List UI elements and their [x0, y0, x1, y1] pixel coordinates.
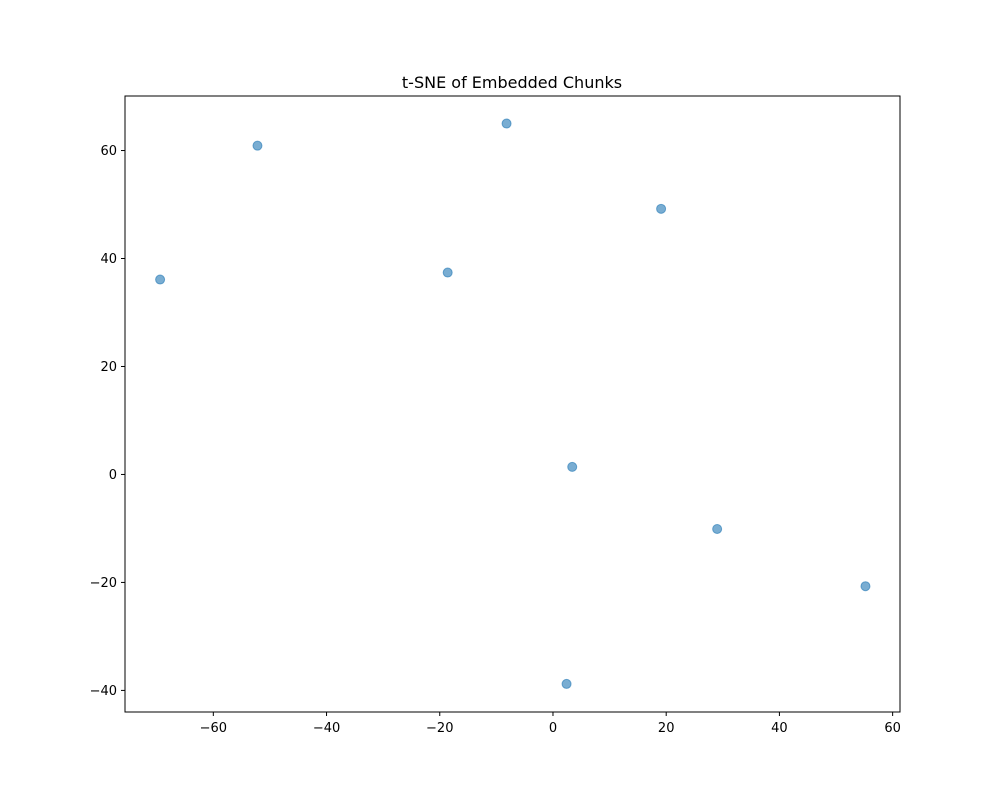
x-tick-label: 20 — [658, 721, 675, 736]
y-tick-label: −20 — [90, 576, 117, 591]
axes-layer: −60 −40 −20 0 20 40 60 −40 −20 0 20 40 60 — [90, 144, 901, 736]
x-tick-label: −20 — [426, 721, 453, 736]
x-tick-label: 40 — [771, 721, 788, 736]
scatter-point — [252, 140, 263, 151]
x-tick-label: 0 — [549, 721, 557, 736]
scatter-point — [656, 203, 667, 214]
chart-title: t-SNE of Embedded Chunks — [402, 73, 622, 92]
scatter-point — [860, 581, 871, 592]
y-tick-label: 40 — [100, 252, 117, 267]
scatter-point — [442, 267, 453, 278]
points-layer — [155, 118, 871, 689]
x-tick-label: 60 — [884, 721, 901, 736]
scatter-point — [567, 461, 578, 472]
y-tick-label: −40 — [90, 684, 117, 699]
x-tick-label: −60 — [200, 721, 227, 736]
scatter-point — [712, 523, 723, 534]
scatter-point — [501, 118, 512, 129]
y-tick-label: 60 — [100, 144, 117, 159]
y-tick-label: 20 — [100, 360, 117, 375]
scatter-point — [561, 678, 572, 689]
x-tick-label: −40 — [313, 721, 340, 736]
scatter-point — [155, 274, 166, 285]
y-tick-label: 0 — [109, 468, 117, 483]
plot-frame — [124, 95, 901, 713]
